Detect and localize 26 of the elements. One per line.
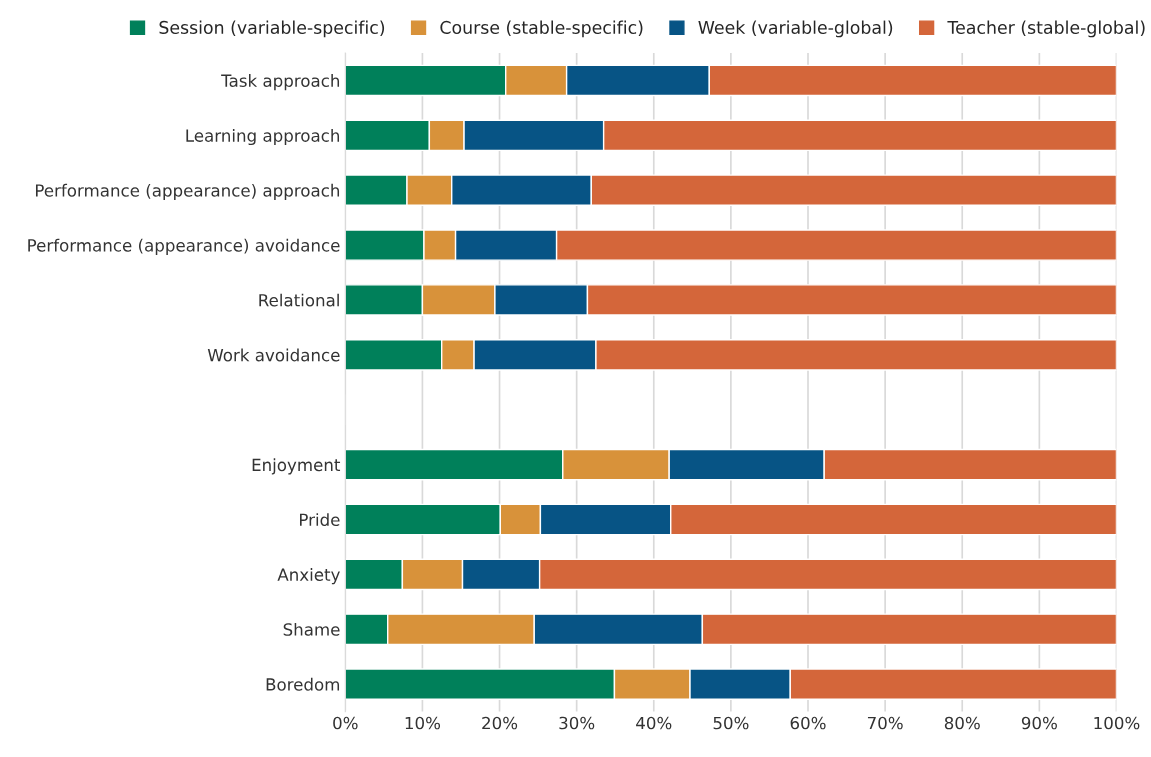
y-tick-label: Relational bbox=[259, 293, 339, 307]
legend-label: Course (stable-specific) bbox=[440, 20, 643, 38]
x-tick-label: 20% bbox=[482, 716, 518, 730]
y-tick-label: Work avoidance bbox=[207, 348, 340, 362]
y-tick-label: Enjoyment bbox=[252, 458, 341, 475]
y-tick-label: Task approach bbox=[221, 74, 340, 91]
y-tick-label: Shame bbox=[283, 622, 340, 636]
x-tick-label: 90% bbox=[1021, 716, 1057, 730]
x-tick-label: 10% bbox=[405, 716, 441, 730]
y-tick-label: Anxiety bbox=[277, 568, 340, 585]
y-tick-label: Pride bbox=[300, 513, 340, 527]
legend-label: Week (variable-global) bbox=[698, 20, 893, 38]
x-tick-label: 0% bbox=[333, 716, 358, 730]
x-tick-label: 60% bbox=[790, 716, 826, 730]
y-tick-label: Performance (appearance) approach bbox=[35, 183, 340, 200]
y-tick-label: Learning approach bbox=[186, 128, 340, 146]
x-tick-label: 80% bbox=[944, 716, 980, 730]
x-tick-label: 100% bbox=[1094, 716, 1140, 730]
y-tick-label: Boredom bbox=[266, 677, 340, 691]
x-tick-label: 30% bbox=[559, 716, 595, 730]
x-tick-label: 50% bbox=[713, 716, 749, 730]
x-tick-label: 40% bbox=[636, 716, 672, 730]
y-tick-label: Performance (appearance) avoidance bbox=[28, 238, 340, 255]
x-tick-label: 70% bbox=[867, 716, 903, 730]
legend-label: Session (variable-specific) bbox=[159, 20, 385, 38]
legend-label: Teacher (stable-global) bbox=[947, 20, 1145, 38]
